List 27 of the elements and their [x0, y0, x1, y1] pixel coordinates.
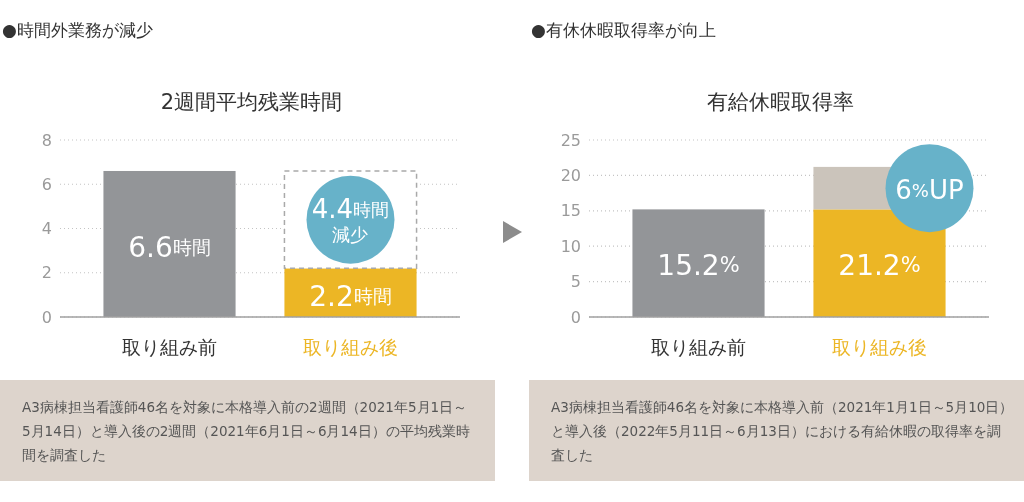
y-tick-label: 0 — [41, 307, 52, 327]
chart-subtitle: 有給休暇取得率 — [707, 90, 854, 114]
y-tick-label: 2 — [41, 263, 52, 283]
y-tick-label: 25 — [560, 130, 581, 150]
x-tick-label: 取り組み前 — [651, 336, 746, 358]
chart-subtitle: 2週間平均残業時間 — [160, 90, 343, 114]
text: A3病棟担当看護師46名を対象に本格導入前の2週間（2021年5月1日～5月14日）と導入後の2週間（2021年6月1日～6月14日）の平均残業時間を調査した — [22, 398, 470, 463]
annotation: 4.4時間減少 — [311, 194, 390, 245]
y-tick-label: 20 — [560, 165, 581, 185]
chart-title: ●有休休暇取得率が向上 — [531, 20, 716, 40]
total-label: 21.2% — [838, 248, 921, 282]
chart-title: ●時間外業務が減少 — [2, 20, 153, 40]
y-tick-label: 5 — [570, 272, 581, 292]
x-tick-label: 取り組み前 — [122, 336, 217, 358]
annotation: 6%UP — [895, 175, 964, 206]
y-tick-label: 8 — [41, 130, 52, 150]
data-label: 2.2時間 — [309, 279, 392, 313]
x-tick-label: 取り組み後 — [303, 336, 398, 358]
y-tick-label: 10 — [560, 236, 581, 256]
y-tick-label: 6 — [41, 174, 52, 194]
data-label: 6.6時間 — [128, 230, 211, 264]
x-tick-label: 取り組み後 — [832, 336, 927, 358]
y-tick-label: 15 — [560, 201, 581, 221]
total-label: 15.2% — [657, 248, 740, 282]
text: A3病棟担当看護師46名を対象に本格導入前（2021年1月1日～5月10日）と導入後（2022年5月11日～6月13日）における有給休暇の取得率を調査した — [551, 398, 1014, 463]
y-tick-label: 0 — [570, 307, 581, 327]
y-tick-label: 4 — [41, 219, 52, 238]
